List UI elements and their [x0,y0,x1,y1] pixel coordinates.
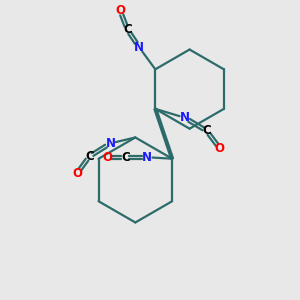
Text: C: C [202,124,211,137]
Text: N: N [105,137,116,150]
Text: N: N [180,111,190,124]
Text: C: C [85,150,94,163]
Text: C: C [123,23,132,36]
Text: O: O [72,167,82,180]
Text: O: O [102,151,112,164]
Text: N: N [142,151,152,164]
Text: C: C [121,151,130,164]
Text: N: N [134,41,144,54]
Text: O: O [115,4,125,17]
Text: O: O [215,142,225,155]
